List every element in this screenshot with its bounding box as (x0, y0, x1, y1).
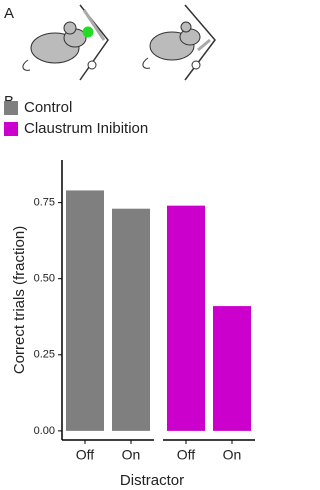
y-tick-label: 0.00 (34, 425, 55, 437)
figure: A B Correct trials (fraction) Distractor… (4, 4, 255, 489)
y-tick-label: 0.75 (34, 197, 55, 209)
legend-swatch (4, 122, 18, 136)
mouse-illustration (142, 4, 216, 81)
y-tick-label: 0.25 (34, 349, 55, 361)
bar (213, 306, 251, 431)
legend-label: Claustrum Inibition (24, 120, 148, 137)
legend-label: Control (24, 99, 72, 116)
x-tick-label: On (223, 447, 242, 463)
x-axis-label: Distractor (120, 472, 184, 489)
x-tick-label: On (122, 447, 141, 463)
y-axis-label: Correct trials (fraction) (11, 226, 28, 374)
panel-label: A (4, 5, 14, 22)
y-tick-label: 0.50 (34, 273, 55, 285)
bar (167, 205, 205, 431)
bar (112, 208, 150, 431)
bar (66, 190, 104, 431)
legend-swatch (4, 101, 18, 115)
mouse-illustration (22, 4, 109, 81)
x-tick-label: Off (76, 447, 95, 463)
x-tick-label: Off (177, 447, 196, 463)
